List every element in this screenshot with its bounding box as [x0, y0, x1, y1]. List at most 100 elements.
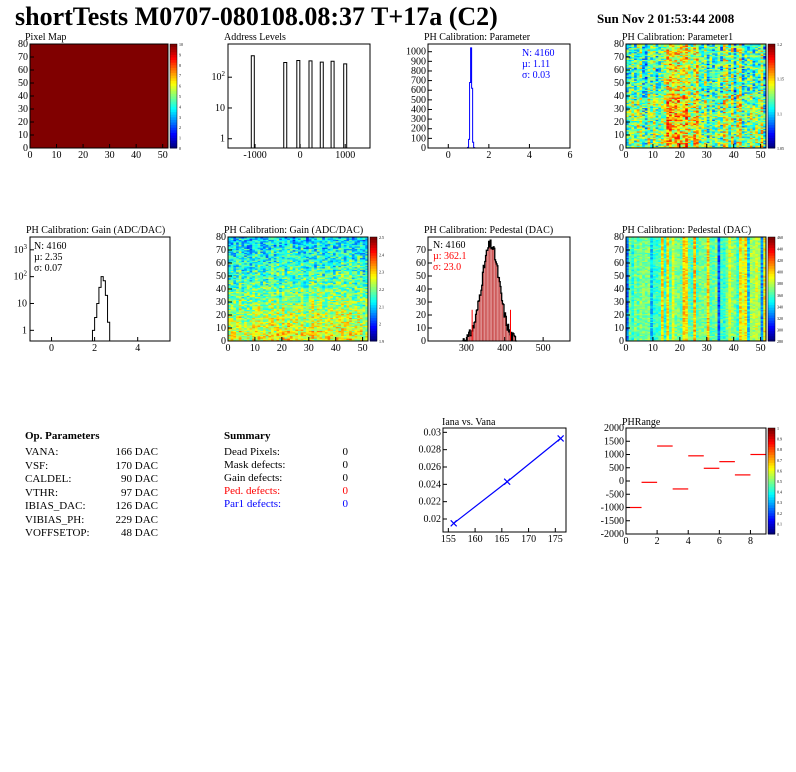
histogram-bar: [251, 56, 254, 148]
z-tick-label: 10: [179, 42, 183, 47]
y-tick-label: 60: [614, 65, 624, 76]
x-tick-label: 2: [486, 150, 491, 161]
x-tick-label: 50: [158, 150, 168, 161]
y-tick-label: 500: [411, 95, 426, 106]
y-tick-label: 102: [212, 70, 226, 83]
z-tick-label: 1: [179, 136, 181, 141]
y-tick-label: 600: [411, 85, 426, 96]
y-tick-label: 1: [220, 134, 225, 145]
y-tick-label: 0: [421, 143, 426, 154]
y-tick-label: 80: [18, 39, 28, 50]
z-tick-label: 1.05: [777, 146, 784, 151]
x-tick-label: 4: [135, 343, 140, 354]
y-tick-label: 700: [411, 76, 426, 87]
histogram-bar: [284, 63, 287, 148]
histogram-bar: [309, 61, 312, 148]
heatmap-cells: [228, 237, 368, 341]
x-tick-label: 0: [624, 150, 629, 161]
y-tick-label: 10: [215, 103, 225, 114]
z-tick-label: 7: [179, 73, 181, 78]
plot-frame: [228, 44, 370, 148]
z-scale-cell: [768, 44, 775, 47]
z-tick-label: 4: [179, 104, 181, 109]
y-tick-label: 50: [614, 78, 624, 89]
z-tick-label: 1.1: [777, 111, 782, 116]
stat-n: N: 4160: [34, 241, 67, 252]
x-tick-label: 2: [92, 343, 97, 354]
y-tick-label: 40: [614, 91, 624, 102]
z-tick-label: 8: [179, 63, 181, 68]
y-tick-label: 10: [614, 130, 624, 141]
x-tick-label: 20: [675, 150, 685, 161]
stat-mean: µ: 1.11: [522, 59, 550, 70]
plot-title: PH Calibration: Gain (ADC/DAC): [26, 225, 165, 236]
plot-title: Pixel Map: [25, 32, 66, 43]
z-tick-label: 2: [179, 125, 181, 130]
y-tick-label: 0: [619, 143, 624, 154]
y-tick-label: 30: [614, 104, 624, 115]
y-tick-label: 102: [14, 270, 28, 283]
z-tick-label: 9: [179, 52, 181, 57]
y-tick-label: 20: [614, 117, 624, 128]
pixel-map-fill: [30, 44, 168, 148]
y-tick-label: 200: [411, 124, 426, 135]
x-tick-label: 6: [568, 150, 573, 161]
stat-sigma: σ: 0.03: [522, 70, 550, 81]
x-tick-label: 30: [702, 150, 712, 161]
plot-title: PH Calibration: Parameter1: [622, 32, 733, 43]
stat-n: N: 4160: [522, 48, 555, 59]
y-tick-label: 50: [18, 78, 28, 89]
plot-title: PH Calibration: Gain (ADC/DAC): [224, 225, 363, 236]
y-tick-label: 60: [18, 65, 28, 76]
histogram-line: [468, 48, 475, 148]
x-tick-label: 0: [446, 150, 451, 161]
stat-mean: µ: 2.35: [34, 252, 63, 263]
x-tick-label: 10: [52, 150, 62, 161]
x-tick-label: 1000: [335, 150, 355, 161]
stat-sigma: σ: 0.07: [34, 263, 62, 274]
y-tick-label: 103: [14, 243, 28, 256]
y-tick-label: 80: [614, 39, 624, 50]
y-tick-label: 40: [18, 91, 28, 102]
x-tick-label: 4: [527, 150, 532, 161]
x-tick-label: 40: [729, 150, 739, 161]
x-tick-label: 20: [78, 150, 88, 161]
x-tick-label: 30: [105, 150, 115, 161]
y-tick-label: 70: [18, 52, 28, 63]
plot-title: PH Calibration: Parameter: [424, 32, 531, 43]
y-tick-label: 100: [411, 133, 426, 144]
x-tick-label: 0: [28, 150, 33, 161]
x-tick-label: 10: [648, 150, 658, 161]
y-tick-label: 1: [22, 325, 27, 336]
z-tick-label: 5: [179, 94, 181, 99]
y-tick-label: 400: [411, 104, 426, 115]
histogram-bar: [331, 61, 334, 148]
histogram-bar: [320, 62, 323, 148]
histogram-bar: [344, 64, 347, 148]
y-tick-label: 20: [18, 117, 28, 128]
x-tick-label: -1000: [243, 150, 266, 161]
plot-title: Address Levels: [224, 32, 286, 43]
y-tick-label: 800: [411, 66, 426, 77]
z-tick-label: 6: [179, 84, 181, 89]
histogram-line: [92, 277, 109, 341]
y-tick-label: 10: [17, 298, 27, 309]
z-tick-label: 3: [179, 115, 181, 120]
z-tick-label: 1.2: [777, 42, 782, 47]
x-tick-label: 0: [49, 343, 54, 354]
z-tick-label: 1.15: [777, 77, 784, 82]
y-tick-label: 30: [18, 104, 28, 115]
x-tick-label: 40: [131, 150, 141, 161]
x-tick-label: 50: [756, 150, 766, 161]
z-scale-cell: [170, 44, 177, 47]
y-tick-label: 1000: [406, 47, 426, 58]
heatmap-cells: [626, 44, 766, 148]
y-tick-label: 900: [411, 56, 426, 67]
x-tick-label: 0: [298, 150, 303, 161]
y-tick-label: 10: [18, 130, 28, 141]
y-tick-label: 70: [614, 52, 624, 63]
y-tick-label: 0: [23, 143, 28, 154]
histogram-bar: [297, 60, 300, 148]
y-tick-label: 300: [411, 114, 426, 125]
